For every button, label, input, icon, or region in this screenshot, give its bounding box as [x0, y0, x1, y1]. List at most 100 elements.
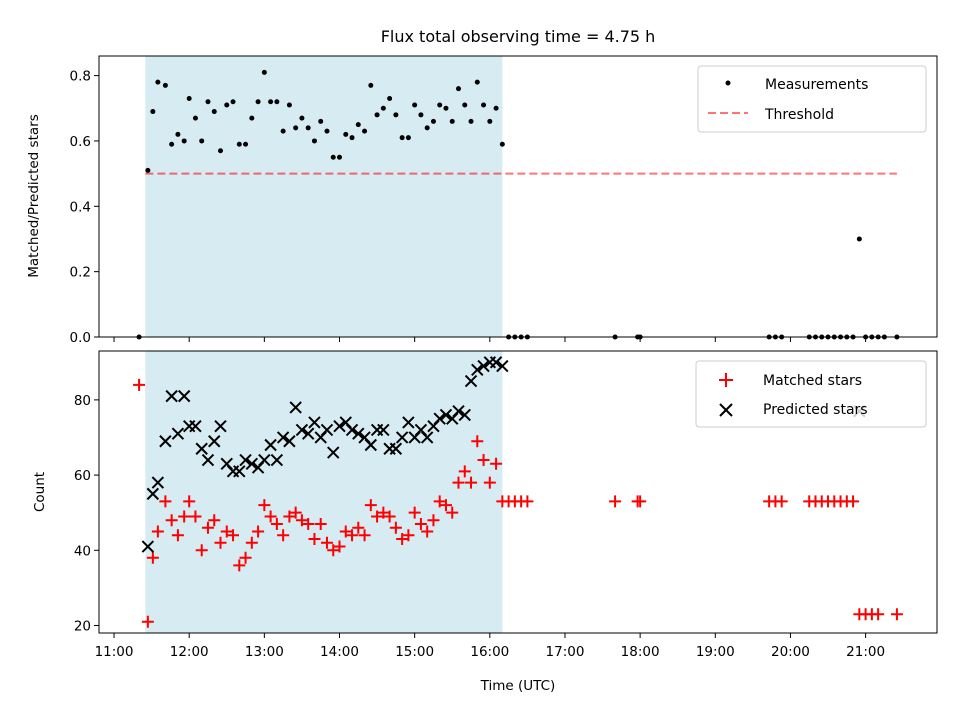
- matched-star-point: [133, 378, 146, 391]
- matched-star-point: [383, 510, 396, 523]
- legend-matched-label: Matched stars: [763, 373, 862, 389]
- measurement-point: [192, 115, 198, 121]
- top-x-ticks: [113, 337, 867, 342]
- matched-star-point: [314, 517, 327, 530]
- predicted-star-point: [402, 416, 415, 429]
- measurement-point: [255, 99, 261, 105]
- predicted-star-point: [433, 412, 446, 425]
- measurement-point: [280, 128, 286, 134]
- measurement-point: [236, 141, 242, 147]
- predicted-star-point: [165, 389, 178, 403]
- measurement-point: [155, 79, 161, 85]
- predicted-star-point: [327, 446, 340, 459]
- matched-star-point: [165, 514, 178, 527]
- predicted-star-point: [146, 487, 160, 501]
- bottom-x-ticks: 11:00 12:00 13:00 14:00 15:00 16:00 17:00 18:00…: [95, 633, 885, 660]
- matched-star-point: [421, 525, 434, 538]
- matched-star-point: [465, 476, 478, 489]
- x-tick-label: 19:00: [696, 644, 735, 660]
- measurement-point: [349, 135, 355, 141]
- measurement-point: [387, 95, 393, 101]
- matched-star-point: [159, 495, 172, 508]
- measurement-point: [268, 99, 274, 105]
- matched-star-point: [141, 615, 154, 628]
- predicted-star-point: [345, 423, 359, 437]
- matched-star-point: [521, 495, 534, 508]
- matched-star-points: [133, 378, 903, 628]
- matched-star-point: [358, 529, 371, 542]
- matched-star-point: [427, 514, 440, 527]
- top-y-axis-label: Matched/Predicted stars: [26, 114, 42, 277]
- measurement-point: [186, 95, 192, 101]
- predicted-star-point: [208, 435, 221, 448]
- measurement-point: [487, 118, 493, 124]
- y-tick-label: 0.6: [70, 134, 91, 150]
- matched-star-point: [483, 476, 496, 489]
- matched-star-point: [377, 506, 390, 519]
- measurement-point: [362, 128, 368, 134]
- matched-star-point: [208, 514, 221, 527]
- matched-star-point: [227, 529, 240, 542]
- matched-star-point: [446, 506, 459, 519]
- predicted-star-point: [289, 401, 302, 414]
- x-tick-label: 12:00: [170, 644, 209, 660]
- measurement-point: [311, 138, 317, 144]
- measurement-point: [430, 118, 436, 124]
- matched-star-point: [490, 457, 503, 470]
- matched-star-point: [189, 510, 202, 523]
- top-legend-frame: [697, 65, 927, 133]
- y-tick-label: 0.2: [70, 265, 91, 281]
- measurement-point: [418, 112, 424, 118]
- predicted-star-point: [245, 457, 259, 471]
- predicted-star-point: [264, 438, 277, 452]
- y-tick-label: 40: [74, 543, 91, 559]
- measurement-point: [324, 128, 330, 134]
- bottom-y-ticks: 20 40 60 80: [74, 393, 99, 634]
- matched-star-point: [195, 544, 208, 557]
- y-tick-label: 0.8: [70, 69, 91, 85]
- predicted-star-point: [276, 431, 290, 444]
- x-tick-label: 21:00: [846, 644, 885, 660]
- predicted-star-point: [141, 540, 155, 553]
- x-tick-label: 17:00: [546, 644, 585, 660]
- x-tick-label: 13:00: [245, 644, 284, 660]
- measurement-point: [337, 154, 343, 160]
- matched-star-point: [252, 525, 265, 538]
- matched-star-point: [389, 521, 402, 534]
- top-legend: Measurements Threshold: [697, 65, 927, 133]
- predicted-star-point: [270, 453, 284, 467]
- measurement-point: [243, 141, 249, 147]
- predicted-star-point: [395, 431, 409, 444]
- legend-measurement-marker: [725, 80, 731, 86]
- matched-star-point: [775, 495, 788, 508]
- predicted-star-point: [283, 435, 296, 448]
- bottom-plot-frame: [98, 350, 938, 634]
- top-y-ticks: 0.0 0.2 0.4 0.6 0.8: [70, 69, 99, 346]
- matched-star-point: [402, 529, 415, 542]
- matched-star-point: [477, 454, 490, 467]
- matched-star-point: [346, 529, 359, 542]
- matched-star-point: [458, 465, 471, 478]
- measurement-point: [393, 112, 399, 118]
- measurement-point: [424, 125, 430, 131]
- predicted-star-points: [141, 356, 866, 553]
- measurement-point: [145, 167, 151, 173]
- x-tick-label: 16:00: [470, 644, 509, 660]
- legend-measurements-label: Measurements: [765, 77, 868, 93]
- predicted-star-point: [420, 431, 434, 444]
- measurement-point: [499, 141, 505, 147]
- predicted-star-point: [233, 465, 246, 478]
- measurement-point: [412, 102, 418, 108]
- matched-star-point: [171, 529, 184, 542]
- legend-threshold-label: Threshold: [764, 107, 834, 123]
- measurement-point: [305, 125, 311, 131]
- figure-title: Flux total observing time = 4.75 h: [381, 27, 656, 46]
- bottom-legend: Matched stars Predicted stars: [695, 360, 927, 428]
- measurement-point: [211, 109, 217, 115]
- measurement-point: [374, 112, 380, 118]
- y-tick-label: 0.0: [70, 330, 91, 346]
- top-shaded-span: [145, 56, 503, 337]
- matched-star-point: [233, 559, 246, 572]
- matched-star-point: [339, 525, 352, 538]
